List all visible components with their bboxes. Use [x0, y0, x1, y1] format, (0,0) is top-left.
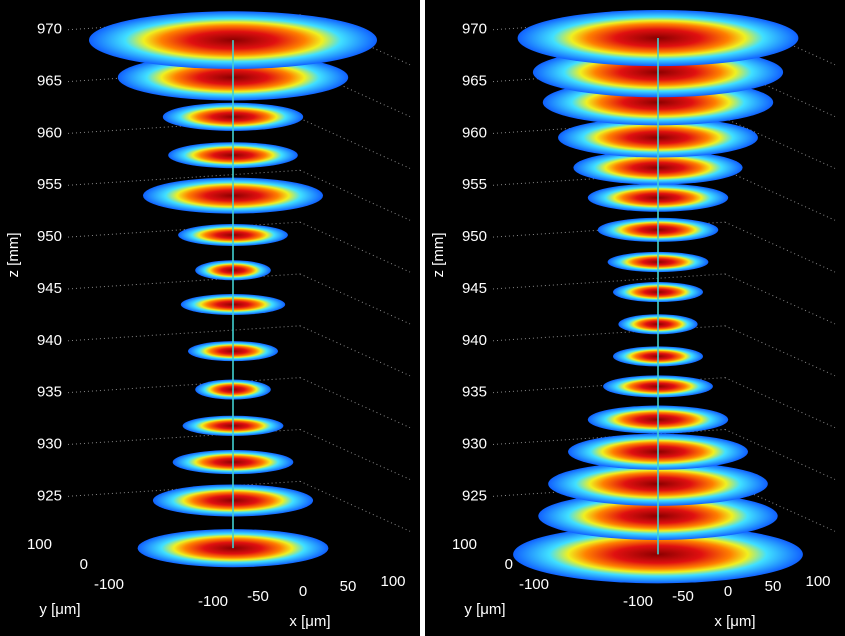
grid-line [492, 273, 726, 290]
grid-line [724, 221, 836, 273]
grid-line [724, 273, 836, 325]
y-tick-label: 0 [80, 556, 88, 573]
z-tick-label: 955 [462, 176, 487, 193]
grid-line [299, 117, 411, 169]
x-axis-label: x [μm] [289, 613, 330, 630]
z-axis-label: z [mm] [5, 233, 22, 278]
grid-line [299, 429, 411, 480]
z-tick-label: 945 [462, 280, 487, 297]
x-tick-label: 100 [380, 573, 405, 590]
y-tick-label: 100 [452, 536, 477, 553]
grid-line [724, 429, 836, 480]
grid-line [299, 325, 411, 377]
grid-line [724, 169, 836, 221]
grid-line [724, 117, 836, 169]
z-tick-label: 945 [37, 280, 62, 297]
y-axis-label: y [μm] [39, 601, 80, 618]
z-axis-label: z [mm] [430, 233, 447, 278]
grid-line [299, 377, 411, 429]
z-tick-label: 925 [37, 487, 62, 504]
x-tick-label: 100 [805, 573, 830, 590]
grid-line [724, 377, 836, 429]
z-tick-label: 930 [37, 435, 62, 452]
z-tick-label: 955 [37, 176, 62, 193]
grid-line [299, 169, 411, 221]
y-tick-label: -100 [519, 576, 549, 593]
z-tick-label: 925 [462, 487, 487, 504]
grid-line [67, 325, 301, 342]
grid-line [67, 221, 301, 238]
z-tick-label: 935 [37, 384, 62, 401]
z-tick-label: 950 [37, 228, 62, 245]
x-tick-label: -50 [672, 588, 694, 605]
x-tick-label: -100 [623, 593, 653, 610]
x-tick-label: -50 [247, 588, 269, 605]
z-tick-label: 965 [37, 73, 62, 90]
x-tick-label: 0 [299, 583, 307, 600]
z-tick-label: 965 [462, 73, 487, 90]
z-tick-label: 935 [462, 384, 487, 401]
grid-line [67, 169, 301, 186]
z-tick-label: 930 [462, 435, 487, 452]
grid-line [67, 273, 301, 290]
z-tick-label: 940 [462, 332, 487, 349]
z-tick-label: 940 [37, 332, 62, 349]
x-tick-label: 50 [765, 578, 782, 595]
y-tick-label: 100 [27, 536, 52, 553]
x-axis-label: x [μm] [714, 613, 755, 630]
z-tick-label: 960 [462, 124, 487, 141]
grid-line [299, 221, 411, 273]
y-tick-label: 0 [505, 556, 513, 573]
x-tick-label: -100 [198, 593, 228, 610]
grid-line [492, 325, 726, 342]
z-tick-label: 970 [462, 21, 487, 38]
z-tick-label: 960 [37, 124, 62, 141]
z-tick-label: 970 [37, 21, 62, 38]
grid-line [299, 273, 411, 325]
z-tick-label: 950 [462, 228, 487, 245]
grid-line [67, 377, 301, 394]
y-axis-label: y [μm] [464, 601, 505, 618]
x-tick-label: 50 [340, 578, 357, 595]
beam-slice [513, 525, 803, 584]
grid-line [67, 428, 301, 445]
y-tick-label: -100 [94, 576, 124, 593]
x-tick-label: 0 [724, 583, 732, 600]
grid-line [724, 325, 836, 377]
grid-line [299, 480, 411, 532]
